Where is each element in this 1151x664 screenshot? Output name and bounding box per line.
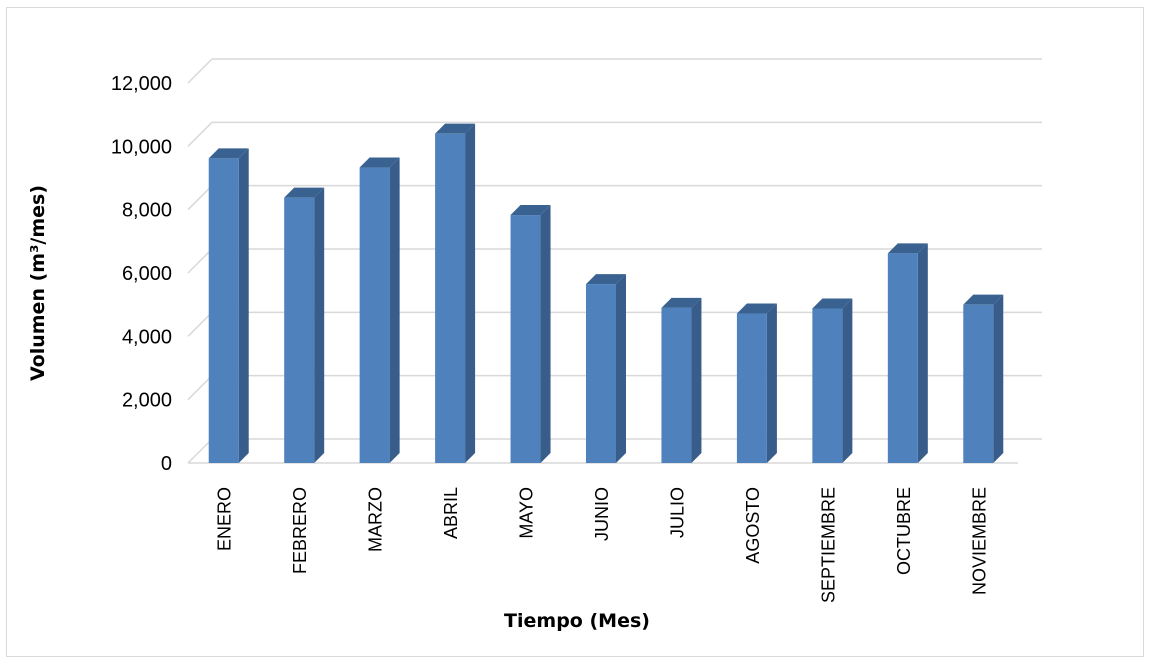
y-tick-label: 6,000 [122,263,172,285]
bar-top [208,148,249,159]
gridline-side [187,121,213,147]
bar-side [917,243,928,463]
y-tick-label: 0 [161,453,172,475]
bar-top [284,187,325,198]
gridline-side [187,185,213,211]
x-tick-label: ENERO [215,487,235,551]
bar-top [812,298,853,309]
x-tick-label: AGOSTO [743,487,763,564]
y-tick-label: 12,000 [111,73,172,95]
y-axis-ticks: 0 2,000 4,000 6,000 8,000 10,000 12,000 [111,73,172,475]
x-tick-label: JULIO [667,487,687,538]
bar-side [314,187,325,463]
bar [661,297,702,463]
bar-top [661,297,702,308]
y-tick-label: 4,000 [122,326,172,348]
gridline-side [187,438,213,464]
x-tick-label: JUNIO [592,487,612,541]
x-tick-label: FEBRERO [290,487,310,574]
bar-front [812,308,843,463]
bar-top [510,205,551,216]
bar-top [359,157,400,168]
bar-side [540,205,551,464]
gridline-side [187,248,213,274]
bar-side [465,123,476,464]
gridline-side [187,58,213,84]
bar-side [691,297,702,463]
y-tick-label: 10,000 [111,136,172,158]
bar [963,294,1004,463]
bar-front [661,307,692,463]
bar-front [435,133,466,463]
bar-front [963,304,994,463]
bar-top [887,243,928,254]
y-tick-label: 8,000 [122,200,172,222]
bar [435,123,476,464]
bar [510,205,551,464]
bar [736,303,777,463]
x-tick-label: MAYO [517,487,537,539]
chart-frame [6,7,1144,657]
bar [208,148,249,463]
bar [812,298,853,463]
y-tick-label: 2,000 [122,390,172,412]
x-tick-label: NOVIEMBRE [969,487,989,595]
bar-front [284,197,315,463]
x-axis-ticks: ENERO FEBRERO MARZO ABRIL MAYO JUNIO JULIO AGOS… [215,487,990,603]
x-tick-label: ABRIL [441,487,461,539]
bar-front [359,167,390,464]
gridline-side [187,375,213,401]
bar [359,157,400,464]
bar-front [586,284,616,463]
bar [887,243,928,463]
gridline-side [187,311,213,337]
x-axis-title: Tiempo (Mes) [504,610,650,632]
bar-top [435,123,476,134]
x-tick-label: OCTUBRE [894,487,914,575]
bar-front [510,215,541,463]
bar-side [766,303,777,463]
bar-top [586,274,626,285]
bar [284,187,325,463]
x-tick-label: SEPTIEMBRE [818,487,838,603]
bar-side [842,298,853,463]
bar [586,274,626,463]
bars [208,123,1004,464]
bar-front [887,253,918,463]
bar-side [389,157,400,464]
bar-side [616,274,626,463]
bar-side [238,148,249,463]
bar-side [993,294,1004,463]
bar-top [963,294,1004,305]
x-tick-label: MARZO [366,487,386,552]
bar-top [736,303,777,314]
bar-front [208,158,239,463]
y-axis-title: Volumen (m³/mes) [27,185,49,381]
bar-front [736,313,767,463]
